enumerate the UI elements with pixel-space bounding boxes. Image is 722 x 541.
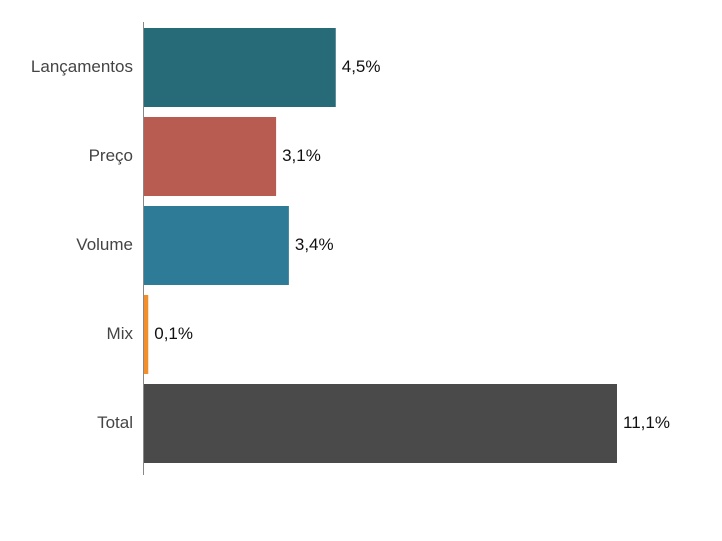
category-label: Preço <box>89 146 133 165</box>
value-label: 3,4% <box>295 235 334 254</box>
category-label: Mix <box>107 324 134 343</box>
category-label: Volume <box>76 235 133 254</box>
category-label: Lançamentos <box>31 57 133 76</box>
bar <box>144 28 336 107</box>
bar <box>144 117 277 196</box>
bar <box>144 384 617 463</box>
bar <box>144 206 289 285</box>
category-label: Total <box>97 413 133 432</box>
value-label: 0,1% <box>154 324 193 343</box>
value-label: 3,1% <box>282 146 321 165</box>
value-label: 4,5% <box>342 57 381 76</box>
value-label: 11,1% <box>623 413 670 432</box>
bar <box>144 295 149 374</box>
